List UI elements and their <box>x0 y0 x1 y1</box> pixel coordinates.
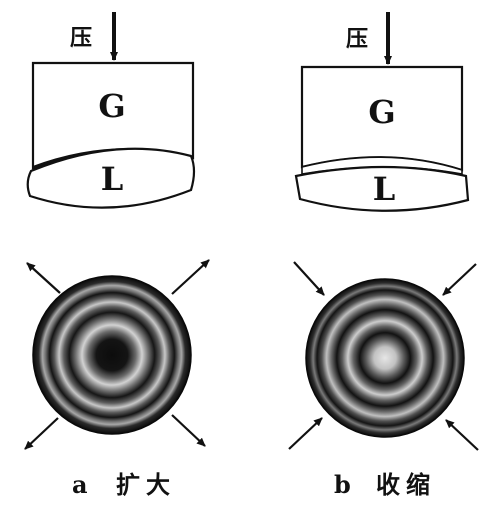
arrow-outward-top-left-a <box>26 262 61 294</box>
panel-b: 压 G L b 收缩 <box>288 12 479 499</box>
arrow-inward-bottom-left-b <box>288 417 323 450</box>
arrow-inward-top-left-b <box>293 261 325 296</box>
caption-text-a: 扩大 <box>116 470 176 499</box>
glass-block-label-b: G <box>368 93 395 131</box>
arrow-inward-bottom-right-b <box>445 419 479 451</box>
arrow-outward-top-right-a <box>171 259 210 295</box>
interference-rings-a <box>32 275 192 435</box>
press-label-a: 压 <box>70 26 92 51</box>
arrow-outward-bottom-right-a <box>171 414 206 447</box>
press-label-b: 压 <box>346 27 368 52</box>
lens-a <box>26 147 196 209</box>
glass-block-label-a: G <box>98 87 125 125</box>
panel-a: 压 G L a 扩大 <box>24 12 210 499</box>
caption-letter-b: b <box>334 470 351 499</box>
arrow-outward-bottom-left-a <box>24 417 59 450</box>
interference-rings-b <box>305 278 465 438</box>
caption-letter-a: a <box>72 470 88 499</box>
caption-text-b: 收缩 <box>376 470 436 499</box>
lens-label-b: L <box>373 170 396 208</box>
arrow-inward-top-right-b <box>442 263 477 296</box>
lens-b <box>294 165 470 212</box>
lens-label-a: L <box>101 160 124 198</box>
